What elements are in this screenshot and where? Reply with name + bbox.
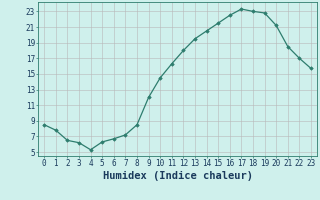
X-axis label: Humidex (Indice chaleur): Humidex (Indice chaleur) — [103, 171, 252, 181]
